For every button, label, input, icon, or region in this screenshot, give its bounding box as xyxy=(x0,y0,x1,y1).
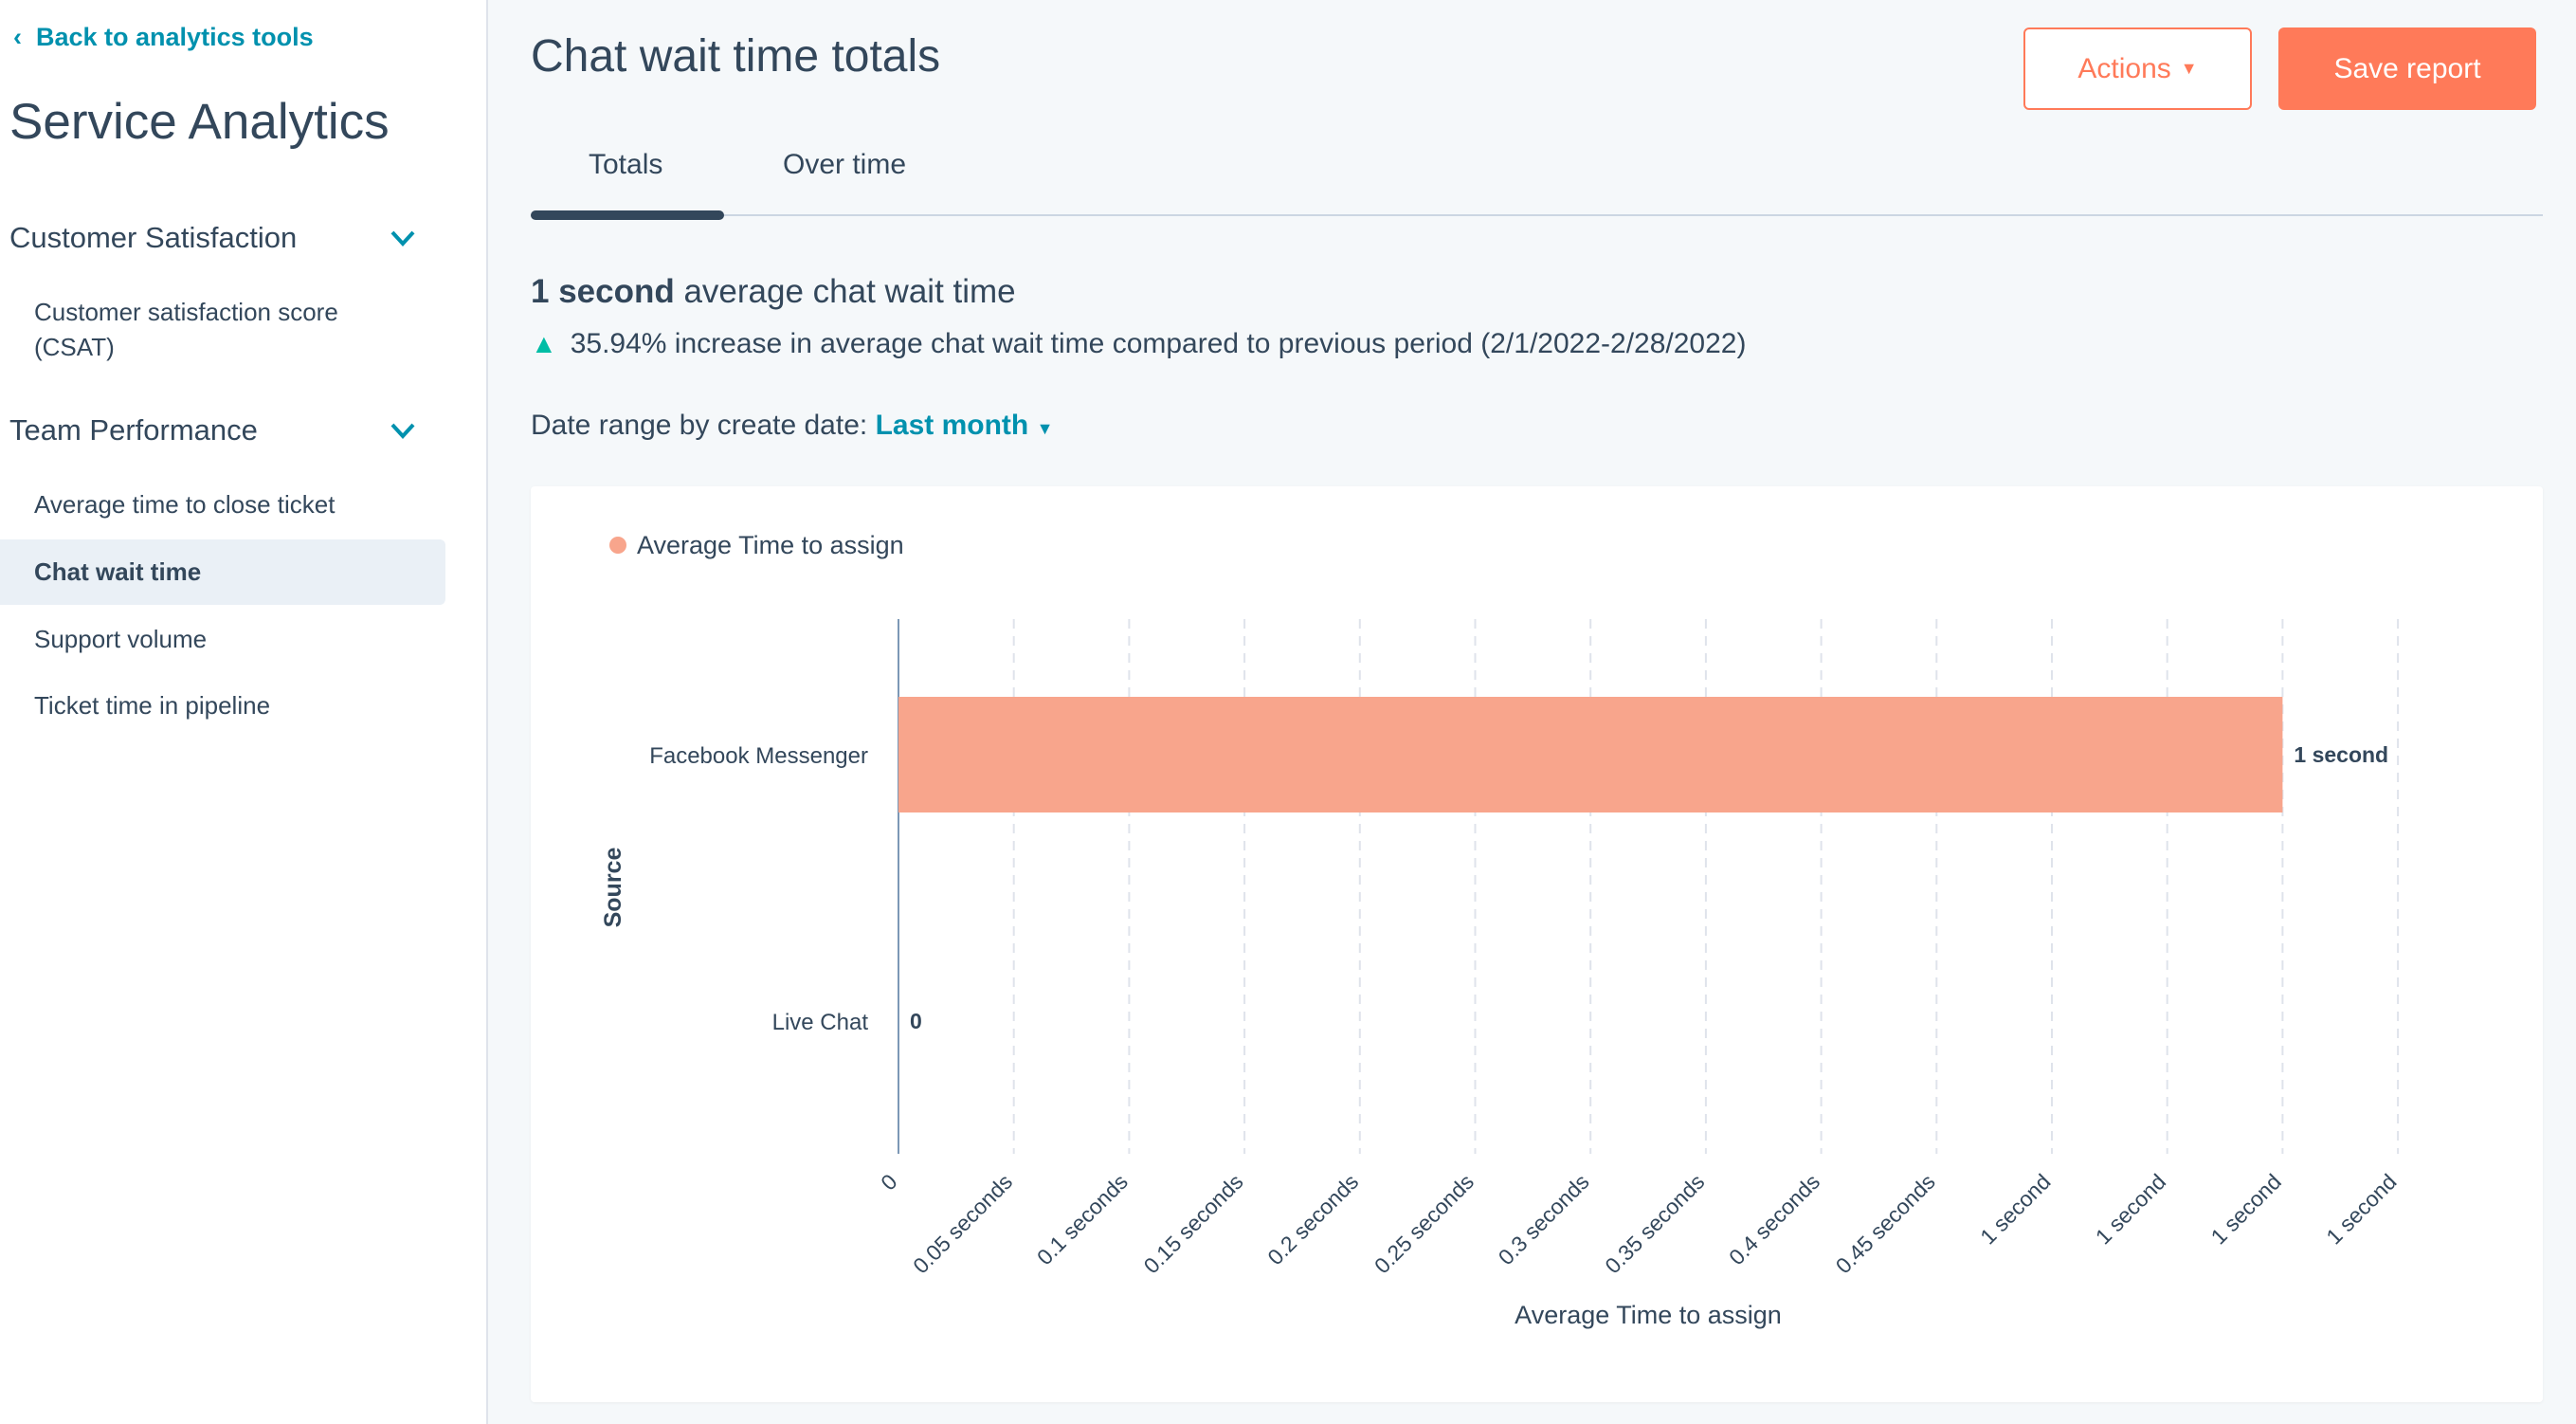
x-tick-label: 0.45 seconds xyxy=(1831,1169,1940,1278)
sidebar-item-ticket-pipeline[interactable]: Ticket time in pipeline xyxy=(34,691,271,720)
chevron-down-icon[interactable] xyxy=(389,416,417,445)
legend-label: Average Time to assign xyxy=(637,531,904,559)
bar xyxy=(898,697,2283,812)
x-tick-label: 0.35 seconds xyxy=(1600,1169,1709,1278)
data-label: 0 xyxy=(910,1009,922,1033)
back-link[interactable]: ‹ Back to analytics tools xyxy=(13,23,314,51)
summary-headline: 1 second average chat wait time xyxy=(531,273,1016,310)
legend-dot xyxy=(609,537,626,554)
data-label: 1 second xyxy=(2294,742,2388,767)
chart-card xyxy=(531,486,2543,1402)
y-axis-title: Source xyxy=(600,848,626,928)
sidebar-item-avg-close[interactable]: Average time to close ticket xyxy=(34,490,336,519)
tab-over-time[interactable]: Over time xyxy=(783,149,907,180)
sidebar-item-csat-2[interactable]: (CSAT) xyxy=(34,333,115,361)
x-axis-title: Average Time to assign xyxy=(1515,1301,1782,1329)
date-range-dropdown[interactable]: Last month ▼ xyxy=(875,410,1054,441)
chevron-down-icon[interactable] xyxy=(389,224,417,252)
x-tick-label: 0.3 seconds xyxy=(1494,1169,1594,1269)
sidebar-item-chat-wait[interactable]: Chat wait time xyxy=(34,557,202,586)
y-tick-label: Live Chat xyxy=(772,1010,869,1035)
caret-down-icon: ▼ xyxy=(1036,419,1054,438)
x-tick-label: 0.2 seconds xyxy=(1262,1169,1363,1269)
x-tick-label: 0.15 seconds xyxy=(1138,1169,1247,1278)
page-title: Chat wait time totals xyxy=(531,31,941,82)
selected-highlight xyxy=(0,539,445,605)
sidebar-item-csat[interactable]: Customer satisfaction score xyxy=(34,298,338,326)
section-team-performance[interactable]: Team Performance xyxy=(9,413,258,447)
sidebar-title: Service Analytics xyxy=(9,94,390,150)
x-tick-label: 1 second xyxy=(2091,1169,2170,1249)
x-tick-label: 1 second xyxy=(2321,1169,2401,1249)
sidebar-item-support-volume[interactable]: Support volume xyxy=(34,625,208,653)
save-report-button[interactable]: Save report xyxy=(2278,27,2536,110)
x-tick-label: 0.1 seconds xyxy=(1032,1169,1133,1269)
x-tick-label: 1 second xyxy=(2206,1169,2286,1249)
summary-change: ▲ 35.94% increase in average chat wait ti… xyxy=(531,328,1747,359)
triangle-up-icon: ▲ xyxy=(531,329,557,358)
active-tab-indicator xyxy=(531,210,724,220)
x-tick-label: 0.25 seconds xyxy=(1370,1169,1478,1278)
section-customer-satisfaction[interactable]: Customer Satisfaction xyxy=(9,221,298,254)
y-tick-label: Facebook Messenger xyxy=(649,743,868,769)
actions-button[interactable]: Actions ▼ xyxy=(2023,27,2252,110)
x-tick-label: 0.05 seconds xyxy=(908,1169,1017,1278)
sidebar: ‹ Back to analytics tools Service Analyt… xyxy=(0,0,488,1424)
date-range: Date range by create date: Last month ▼ xyxy=(531,410,1054,441)
caret-down-icon: ▼ xyxy=(2180,59,2198,78)
tab-totals[interactable]: Totals xyxy=(589,149,663,180)
x-tick-label: 0 xyxy=(876,1169,901,1195)
x-tick-label: 1 second xyxy=(1975,1169,2055,1249)
chevron-left-icon: ‹ xyxy=(13,23,36,51)
tab-divider xyxy=(531,214,2543,216)
x-tick-label: 0.4 seconds xyxy=(1724,1169,1824,1269)
